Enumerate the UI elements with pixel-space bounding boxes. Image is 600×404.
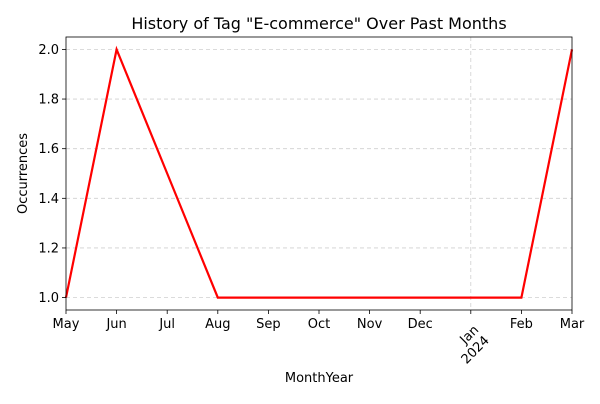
x-axis-label: MonthYear xyxy=(285,371,354,386)
axes-frame xyxy=(65,36,573,311)
x-tick-label: Jun xyxy=(105,317,126,332)
x-tick-label: Mar xyxy=(560,317,585,332)
y-tick-label: 1.2 xyxy=(38,241,59,256)
series-layer xyxy=(64,45,574,299)
x-tick-label: Oct xyxy=(308,317,330,332)
series-line xyxy=(64,45,574,299)
chart-title: History of Tag "E-commerce" Over Past Mo… xyxy=(131,14,506,33)
tick-layer: 1.0 1.2 1.4 1.6 1.8 2.0 May Jun Jul Aug Sep Oct Nov D… xyxy=(38,43,585,367)
x-tick-label: Nov xyxy=(357,317,383,332)
x-tick-label: Dec xyxy=(408,317,433,332)
x-tick-label: Aug xyxy=(205,317,230,332)
x-tick-label: Sep xyxy=(256,317,281,332)
x-tick-label: Feb xyxy=(510,317,533,332)
y-tick-label: 1.6 xyxy=(38,142,59,157)
y-axis-label: Occurrences xyxy=(16,133,31,214)
y-tick-label: 2.0 xyxy=(38,43,59,58)
x-tick-label: May xyxy=(53,317,80,332)
grid-layer xyxy=(66,37,572,310)
y-tick-label: 1.0 xyxy=(38,291,59,306)
x-tick-label: Jan2024 xyxy=(448,323,493,368)
y-tick-label: 1.8 xyxy=(38,93,59,108)
y-tick-label: 1.4 xyxy=(38,192,59,207)
x-tick-label: Jul xyxy=(158,317,175,332)
